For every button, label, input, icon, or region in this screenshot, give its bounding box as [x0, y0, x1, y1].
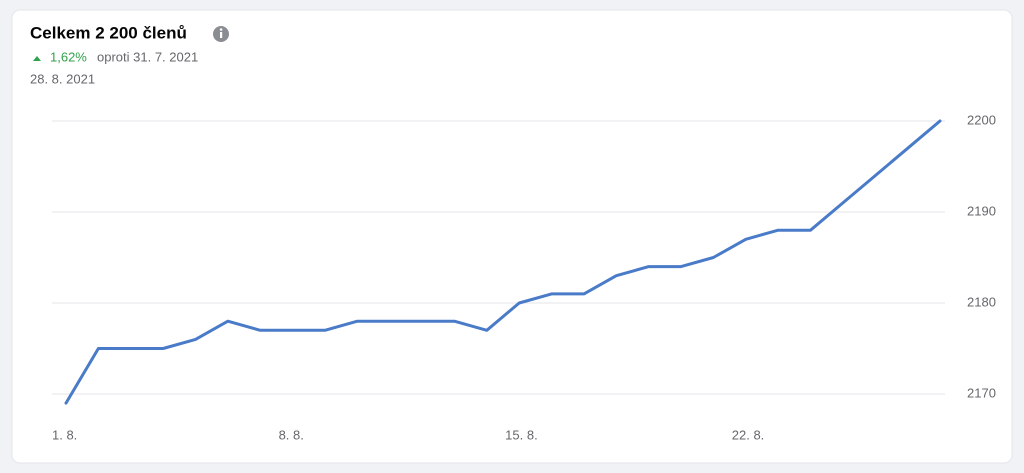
change: 1,62% [50, 49, 87, 64]
date: 28. 8. 2021 [30, 71, 95, 86]
up-arrow [33, 56, 41, 61]
x-tick-label: 22. 8. [732, 427, 765, 442]
y-tick-label: 2200 [967, 112, 996, 127]
change-note: oproti 31. 7. 2021 [97, 49, 198, 64]
x-tick-label: 1. 8. [52, 427, 77, 442]
line [64, 119, 942, 405]
x-tick-label: 15. 8. [505, 427, 538, 442]
y-tick-label: 2180 [967, 294, 996, 309]
x-tick-label: 8. 8. [279, 427, 304, 442]
y-tick-label: 2190 [967, 203, 996, 218]
card [11, 9, 1013, 464]
y-tick-label: 2170 [967, 385, 996, 400]
info-icon[interactable] [213, 26, 229, 42]
chart-title: Celkem 2 200 členů [30, 23, 187, 42]
